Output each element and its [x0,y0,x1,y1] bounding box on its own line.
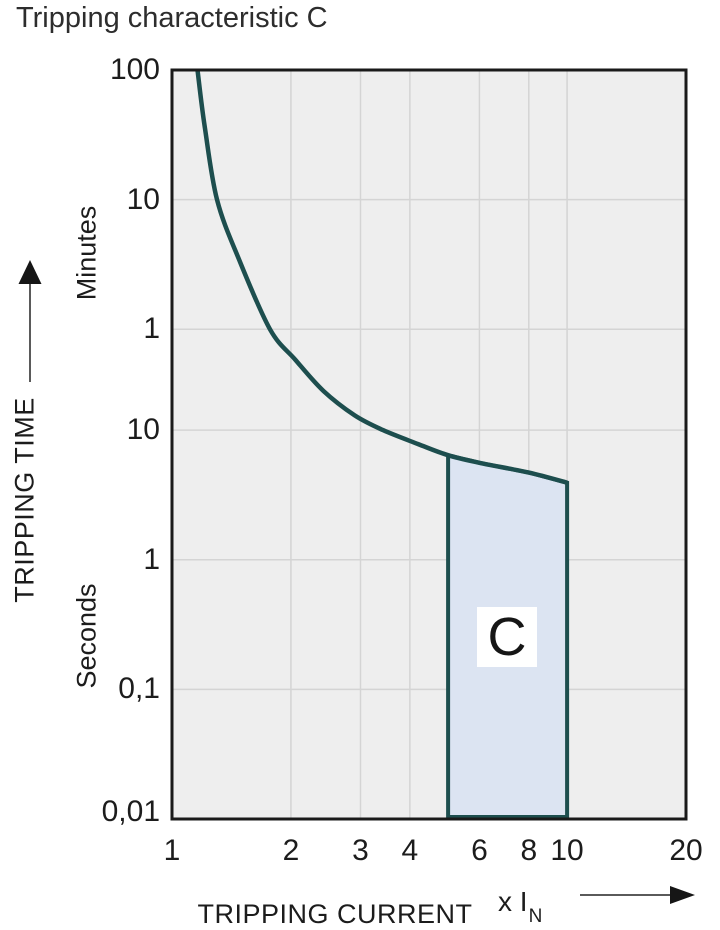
y-tick-label: 1 [143,542,160,576]
x-tick-label: 2 [282,834,300,867]
y-tick-label: 10 [126,413,160,447]
y-tick-label: 0,1 [118,672,160,706]
plot-border [170,68,688,821]
x-multiplier-prefix: x I [498,886,528,917]
y-tick-label: 10 [126,182,160,216]
y-tick-label: 100 [109,53,160,86]
x-tick-label: 4 [401,834,419,867]
x-axis-title: TRIPPING CURRENT [197,899,473,929]
tripping-curve [195,70,568,485]
region-label-box: C [477,607,537,667]
x-tick-label: 10 [550,834,584,867]
x-tick-label: 3 [352,834,369,867]
x-tick-label: 6 [471,834,488,867]
page-title: Tripping characteristic C [16,2,328,34]
y-tick-label: 0,01 [101,795,160,828]
x-axis-arrow-right-icon [580,886,695,904]
plot-background [172,70,686,819]
y-axis-unit-minutes: Minutes [71,205,102,301]
region-label: C [487,607,527,667]
y-axis-arrow-up-icon [18,260,42,382]
x-tick-label: 1 [163,834,181,867]
gridlines [172,70,686,819]
x-axis-multiplier-label: x IN [498,886,543,927]
x-tick-label: 8 [520,834,538,867]
x-multiplier-subscript: N [528,905,543,927]
y-tick-label: 1 [143,312,160,346]
x-tick-label: 20 [669,834,703,867]
